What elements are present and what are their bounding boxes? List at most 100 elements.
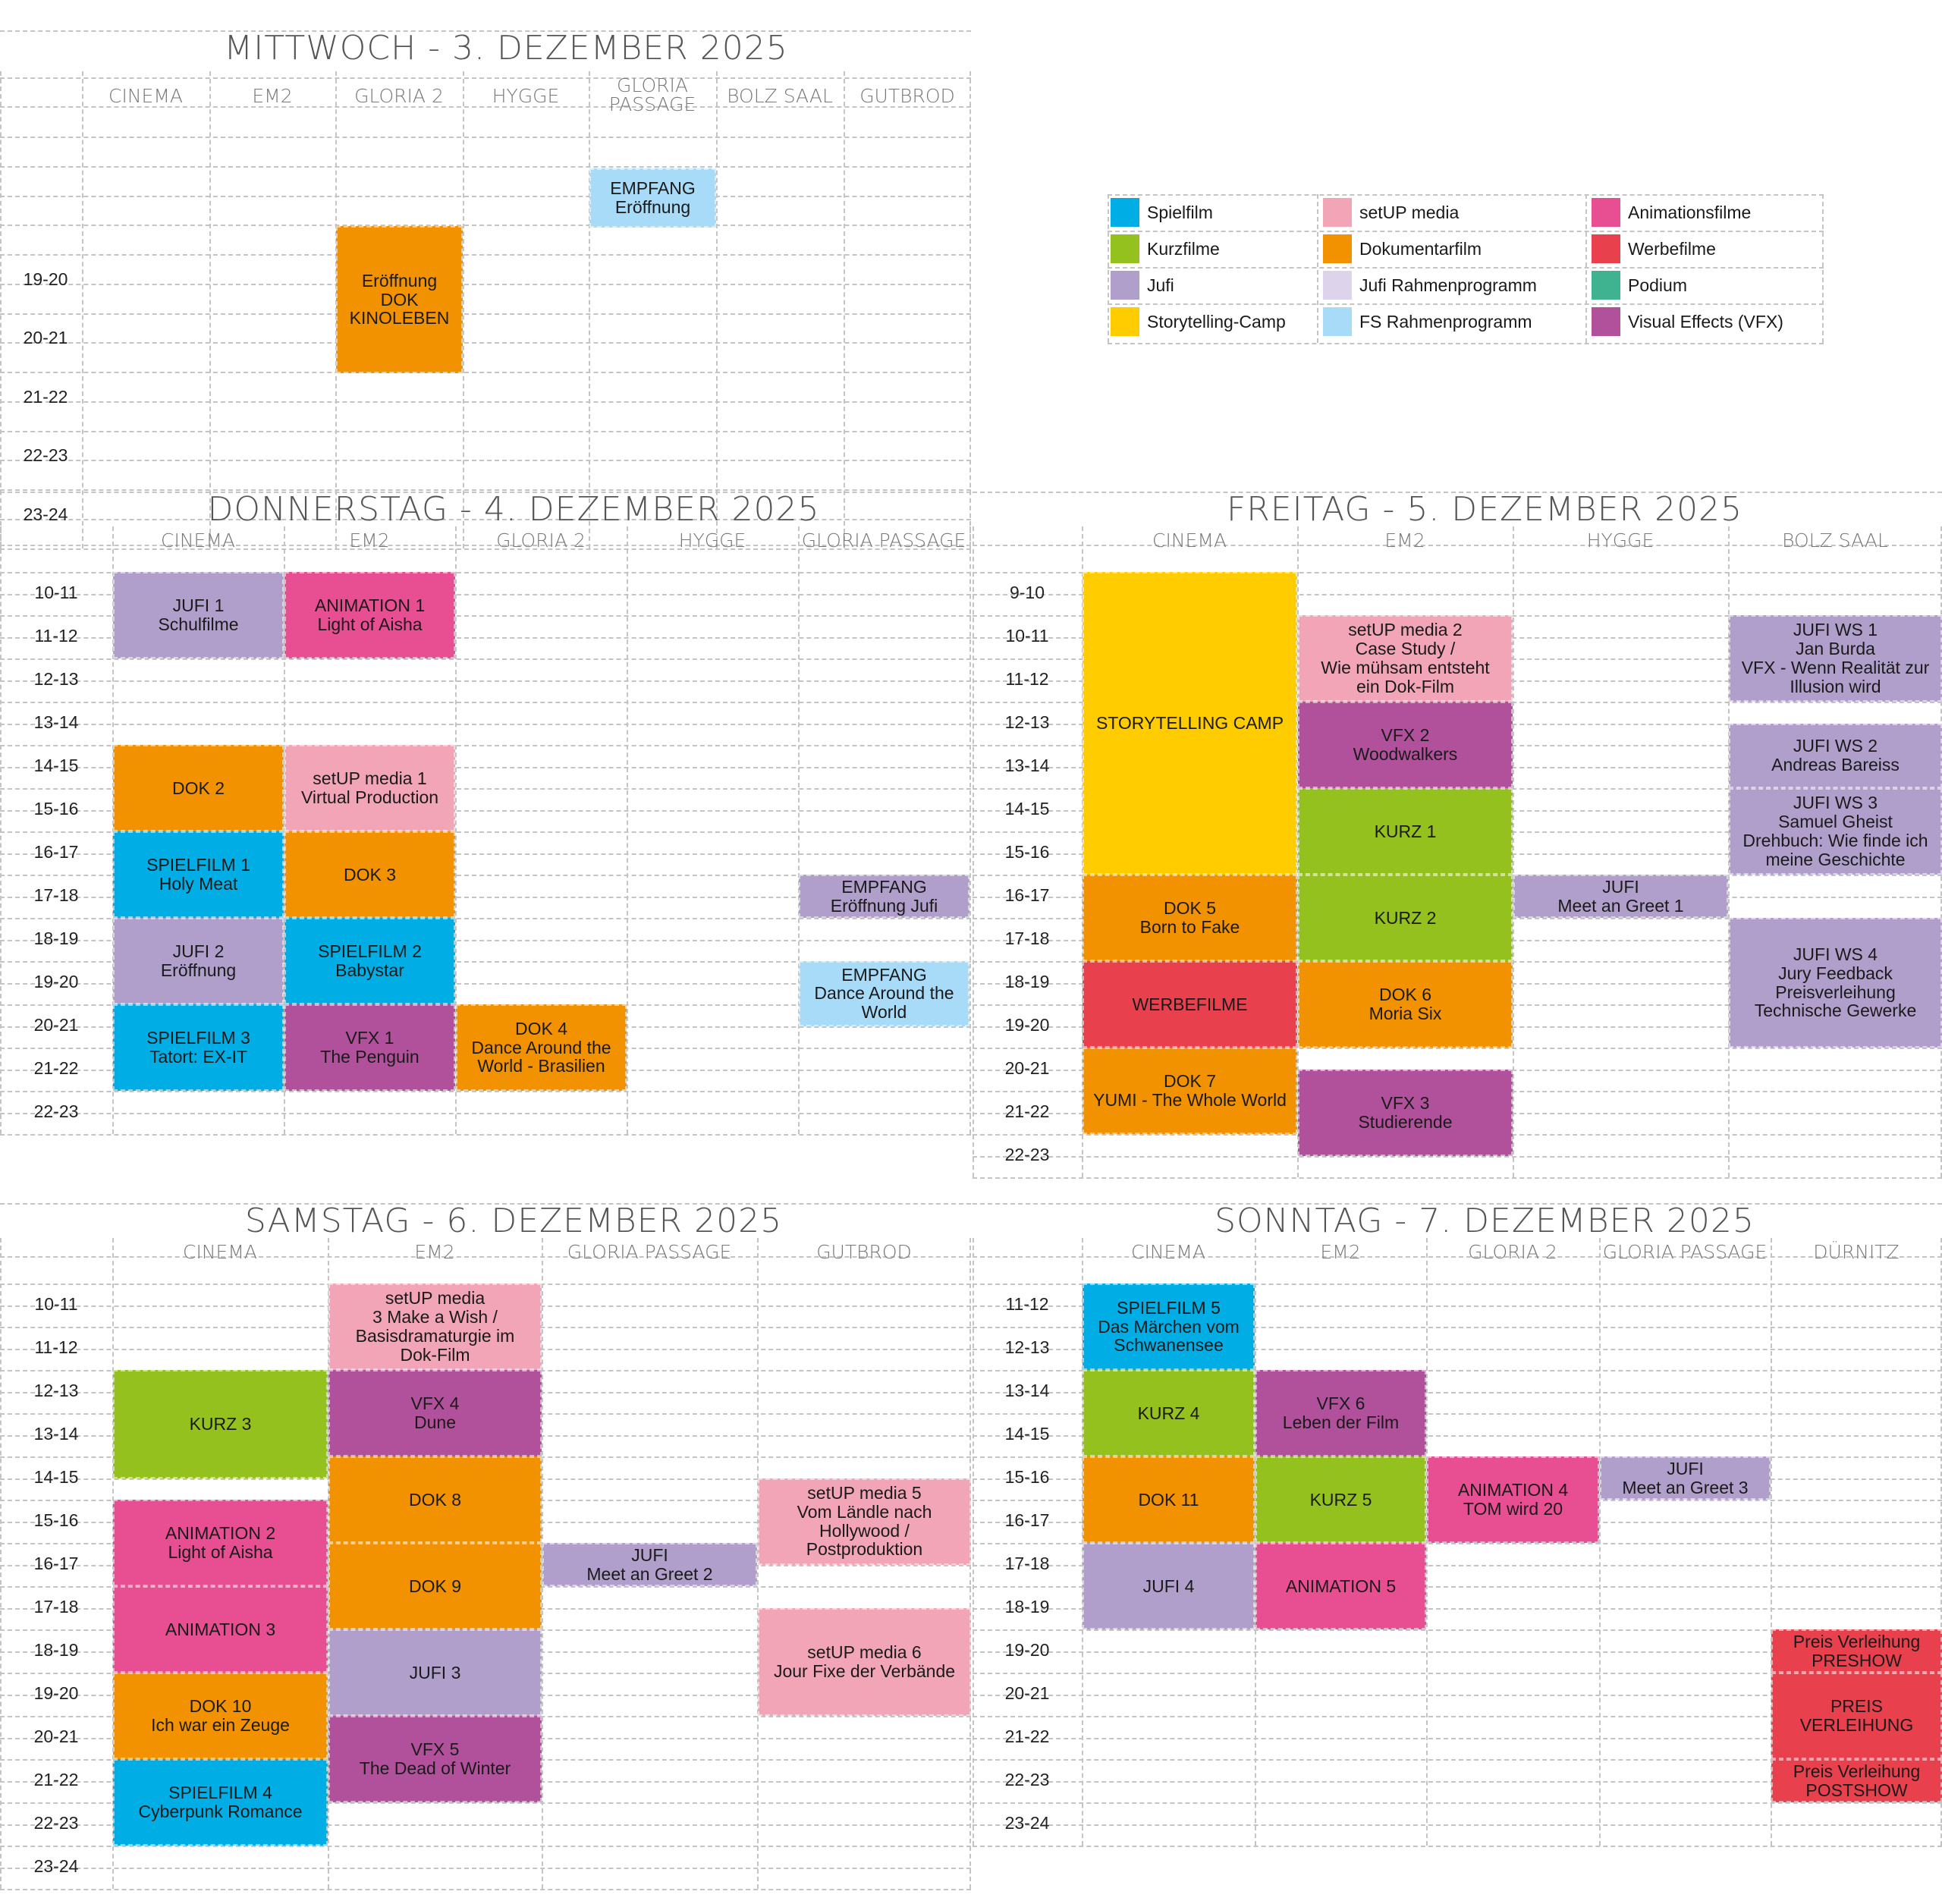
event-block[interactable]: VFX 3 Studierende (1298, 1069, 1513, 1156)
event-block[interactable]: Preis Verleihung POSTSHOW (1771, 1759, 1942, 1802)
event-label: JUFI 4 (1142, 1576, 1195, 1596)
event-block[interactable]: DOK 4 Dance Around the World - Brasilien (456, 1004, 627, 1091)
event-block[interactable]: setUP media 3 Make a Wish / Basisdramatu… (328, 1283, 542, 1370)
event-block[interactable]: DOK 6 Moria Six (1298, 961, 1513, 1048)
event-label: PREIS VERLEIHUNG (1799, 1696, 1914, 1735)
event-block[interactable]: DOK 11 (1083, 1456, 1255, 1543)
event-block[interactable]: JUFI 1 Schulfilme (113, 572, 284, 658)
event-block[interactable]: JUFI Meet an Greet 2 (542, 1543, 757, 1586)
grid-line (0, 875, 971, 876)
grid-column-line (973, 526, 974, 1177)
event-block[interactable]: VFX 1 The Penguin (284, 1004, 455, 1091)
event-block[interactable]: VFX 6 Leben der Film (1255, 1370, 1426, 1456)
event-block[interactable]: EMPFANG Eröffnung (589, 168, 716, 228)
event-block[interactable]: VFX 2 Woodwalkers (1298, 702, 1513, 788)
event-block[interactable]: DOK 8 (328, 1456, 542, 1543)
grid-column-line (844, 71, 845, 548)
event-block[interactable]: JUFI WS 2 Andreas Bareiss (1729, 723, 1942, 788)
event-block[interactable]: SPIELFILM 2 Babystar (284, 918, 455, 1004)
day-section-freitag: FREITAG - 5. DEZEMBER 2025 CINEMA EM2 HYGGE… (973, 490, 1942, 1192)
event-block[interactable]: JUFI Meet an Greet 3 (1600, 1456, 1771, 1500)
legend-grid-line (1317, 194, 1318, 343)
event-block[interactable]: VFX 5 The Dead of Winter (328, 1716, 542, 1802)
grid-line (973, 572, 1942, 573)
event-label: EMPFANG Eröffnung (610, 178, 696, 217)
event-block[interactable]: JUFI WS 3 Samuel Gheist Drehbuch: Wie fi… (1729, 788, 1942, 875)
event-block[interactable]: setUP media 2 Case Study / Wie mühsam en… (1298, 615, 1513, 702)
grid-line (973, 1780, 1942, 1783)
event-label: DOK 7 YUMI - The Whole World (1093, 1071, 1287, 1110)
event-block[interactable]: JUFI WS 4 Jury Feedback Preisverleihung … (1729, 918, 1942, 1048)
grid-line (0, 77, 971, 79)
event-label: KURZ 3 (189, 1413, 252, 1434)
event-block[interactable]: DOK 3 (284, 831, 455, 918)
column-header-gutbrod: GUTBROD (859, 85, 955, 107)
grid-line (973, 1629, 1942, 1631)
column-header-cinema: CINEMA (108, 85, 183, 107)
grid-column-line (1513, 526, 1514, 1177)
grid-line (973, 1586, 1942, 1588)
time-slot-label: 14-15 (1004, 1423, 1050, 1444)
event-block[interactable]: ANIMATION 3 (113, 1586, 328, 1673)
event-block[interactable]: JUFI 3 (328, 1629, 542, 1716)
grid-line (0, 572, 971, 573)
event-block[interactable]: JUFI 4 (1083, 1543, 1255, 1629)
event-block[interactable]: PREIS VERLEIHUNG (1771, 1673, 1942, 1759)
event-block[interactable]: DOK 2 (113, 745, 284, 831)
legend: Spielfilm setUP media Animationsfilme Kurzf… (1108, 194, 1824, 344)
grid-column-line (716, 71, 718, 548)
grid-line (973, 1155, 1942, 1158)
column-header-em2: EM2 (1320, 1241, 1361, 1263)
event-block[interactable]: KURZ 3 (113, 1370, 328, 1478)
legend-label: Jufi Rahmenprogramm (1359, 275, 1537, 295)
event-block[interactable]: ANIMATION 4 TOM wird 20 (1427, 1456, 1599, 1543)
event-block[interactable]: ANIMATION 1 Light of Aisha (284, 572, 455, 658)
event-block[interactable]: DOK 5 Born to Fake (1083, 875, 1297, 961)
time-slot-label: 11-12 (34, 1337, 78, 1357)
event-block[interactable]: JUFI WS 1 Jan Burda VFX - Wenn Realität … (1729, 615, 1942, 702)
grid-line (973, 1759, 1942, 1761)
event-block[interactable]: SPIELFILM 1 Holy Meat (113, 831, 284, 918)
event-block[interactable]: EMPFANG Eröffnung Jufi (799, 875, 969, 918)
event-block[interactable]: KURZ 4 (1083, 1370, 1255, 1456)
event-label: KURZ 1 (1374, 821, 1437, 841)
event-block[interactable]: ANIMATION 2 Light of Aisha (113, 1500, 328, 1586)
grid-column-line (1771, 1238, 1772, 1846)
event-block[interactable]: JUFI Meet an Greet 1 (1513, 875, 1728, 918)
event-block[interactable]: EMPFANG Dance Around the World (799, 961, 969, 1026)
grid-line (0, 372, 971, 373)
column-header-cinema: CINEMA (1131, 1241, 1205, 1263)
event-block[interactable]: JUFI 2 Eröffnung (113, 918, 284, 1004)
event-block[interactable]: KURZ 5 (1255, 1456, 1426, 1543)
event-label: JUFI Meet an Greet 3 (1622, 1458, 1749, 1497)
event-block[interactable]: Eröffnung DOK KINOLEBEN (336, 226, 463, 373)
event-block[interactable]: KURZ 1 (1298, 788, 1513, 875)
event-block[interactable]: setUP media 6 Jour Fixe der Verbände (758, 1607, 971, 1716)
event-block[interactable]: SPIELFILM 3 Tatort: EX-IT (113, 1004, 284, 1091)
event-block[interactable]: DOK 9 (328, 1543, 542, 1629)
event-label: EMPFANG Eröffnung Jufi (830, 876, 938, 916)
grid-line (973, 1737, 1942, 1739)
grid-line (0, 982, 971, 985)
event-block[interactable]: setUP media 5 Vom Ländle nach Hollywood … (758, 1478, 971, 1565)
grid-line (0, 1846, 971, 1847)
day-section-sonntag: SONNTAG - 7. DEZEMBER 2025 CINEMA EM2 GLORI… (973, 1202, 1942, 1861)
event-block[interactable]: KURZ 2 (1298, 875, 1513, 961)
event-block[interactable]: Preis Verleihung PRESHOW (1771, 1629, 1942, 1673)
column-header-gloria-passage: GLORIA PASSAGE (801, 529, 966, 551)
event-block[interactable]: setUP media 1 Virtual Production (284, 745, 455, 831)
time-slot-label: 23-24 (23, 504, 68, 524)
event-label: SPIELFILM 3 Tatort: EX-IT (146, 1028, 250, 1067)
event-block[interactable]: VFX 4 Dune (328, 1370, 542, 1456)
grid-line (0, 254, 971, 256)
grid-line (973, 1177, 1942, 1179)
time-slot-label: 10-11 (1005, 625, 1049, 646)
event-block[interactable]: STORYTELLING CAMP (1083, 572, 1297, 875)
event-block[interactable]: SPIELFILM 5 Das Märchen vom Schwanensee (1083, 1283, 1255, 1370)
event-block[interactable]: DOK 10 Ich war ein Zeuge (113, 1673, 328, 1759)
event-block[interactable]: ANIMATION 5 (1255, 1543, 1426, 1629)
event-block[interactable]: DOK 7 YUMI - The Whole World (1083, 1048, 1297, 1134)
event-block[interactable]: WERBEFILME (1083, 961, 1297, 1048)
grid-column-line (969, 526, 971, 1134)
event-block[interactable]: SPIELFILM 4 Cyberpunk Romance (113, 1759, 328, 1846)
